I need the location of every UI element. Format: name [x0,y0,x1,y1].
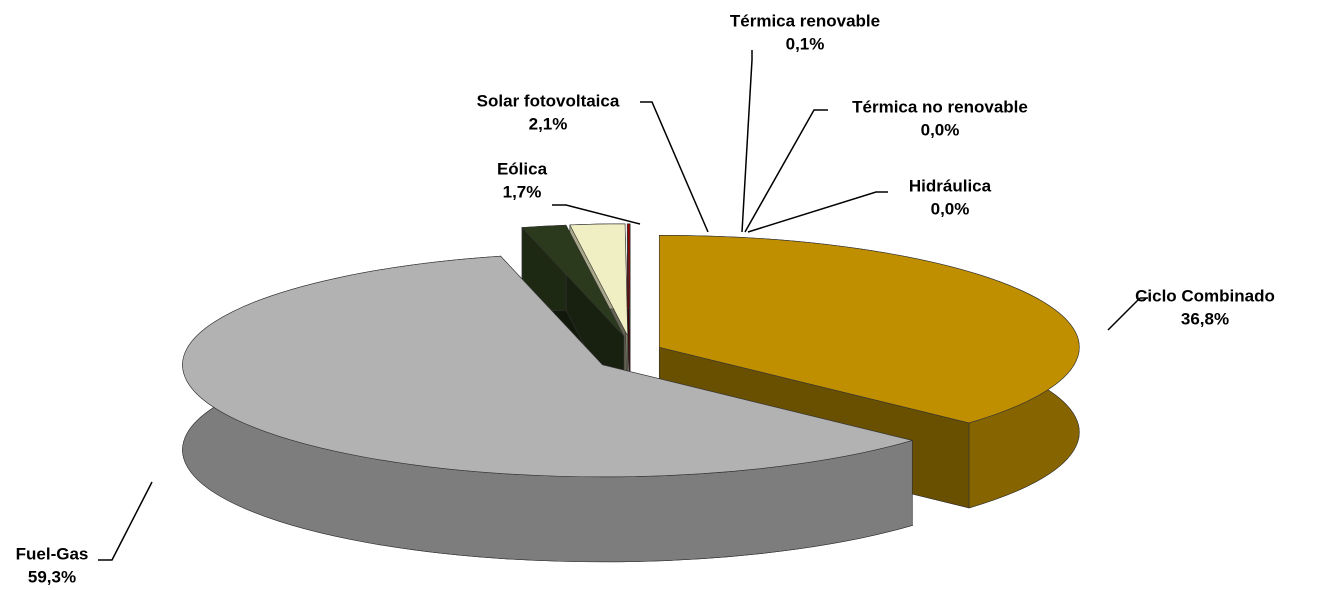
value-label: 1,7% [503,182,542,201]
slice-label: Eólica [497,159,548,178]
leader-line [552,204,641,225]
leader-line [744,109,828,233]
slice-label: Fuel-Gas [16,544,89,563]
value-label: 2,1% [529,114,568,133]
leader-line [98,481,153,561]
value-label: 36,8% [1181,309,1229,328]
value-label: 0,1% [786,34,825,53]
slice-label: Térmica renovable [730,11,880,30]
slice-label: Ciclo Combinado [1135,286,1275,305]
slice-top [658,234,1080,424]
leader-line [1107,297,1141,331]
value-label: 59,3% [28,567,76,586]
slice-top [626,223,631,336]
value-label: 0,0% [921,120,960,139]
slice-top [569,223,628,336]
slice [182,255,914,563]
slice-label: Térmica no renovable [852,97,1028,116]
leader-line [640,101,709,233]
slice-label: Solar fotovoltaica [477,91,620,110]
leader-line [741,50,753,233]
slice-label: Hidráulica [909,176,992,195]
value-label: 0,0% [931,199,970,218]
slice-top [182,255,914,478]
slice-top [521,224,625,337]
leader-line [747,191,888,233]
